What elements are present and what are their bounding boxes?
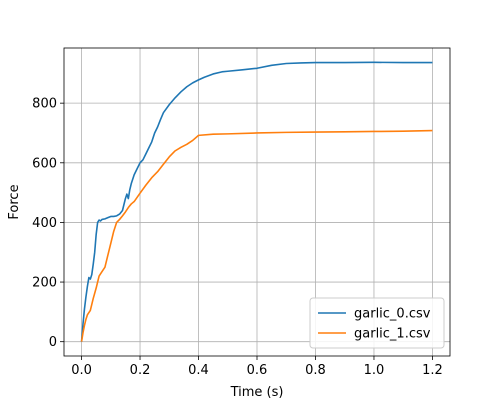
x-tick-label: 1.0 <box>364 363 385 378</box>
legend-label: garlic_0.csv <box>354 307 431 322</box>
y-tick-label: 0 <box>49 335 57 350</box>
y-axis-label: Force <box>7 184 22 219</box>
x-axis-label: Time (s) <box>230 385 284 400</box>
y-tick-label: 800 <box>32 97 57 112</box>
y-tick-label: 600 <box>32 156 57 171</box>
grid <box>64 48 450 356</box>
x-tick-label: 1.2 <box>422 363 443 378</box>
x-tick-label: 0.6 <box>247 363 268 378</box>
series-lines <box>80 61 433 342</box>
series-line-1 <box>80 129 433 342</box>
series-line-0 <box>80 61 433 342</box>
x-tick-label: 0.8 <box>305 363 326 378</box>
x-tick-label: 0.0 <box>71 363 92 378</box>
y-tick-label: 400 <box>32 216 57 231</box>
legend-label: garlic_1.csv <box>354 327 431 342</box>
x-tick-label: 0.4 <box>188 363 209 378</box>
x-tick-label: 0.2 <box>130 363 151 378</box>
y-tick-label: 200 <box>32 276 57 291</box>
y-axis-ticks: 0 200 400 600 800 <box>32 97 64 350</box>
legend: garlic_0.csv garlic_1.csv <box>309 297 445 349</box>
x-axis-ticks: 0.0 0.2 0.4 0.6 0.8 1.0 1.2 <box>71 356 443 378</box>
legend-box <box>309 297 445 349</box>
